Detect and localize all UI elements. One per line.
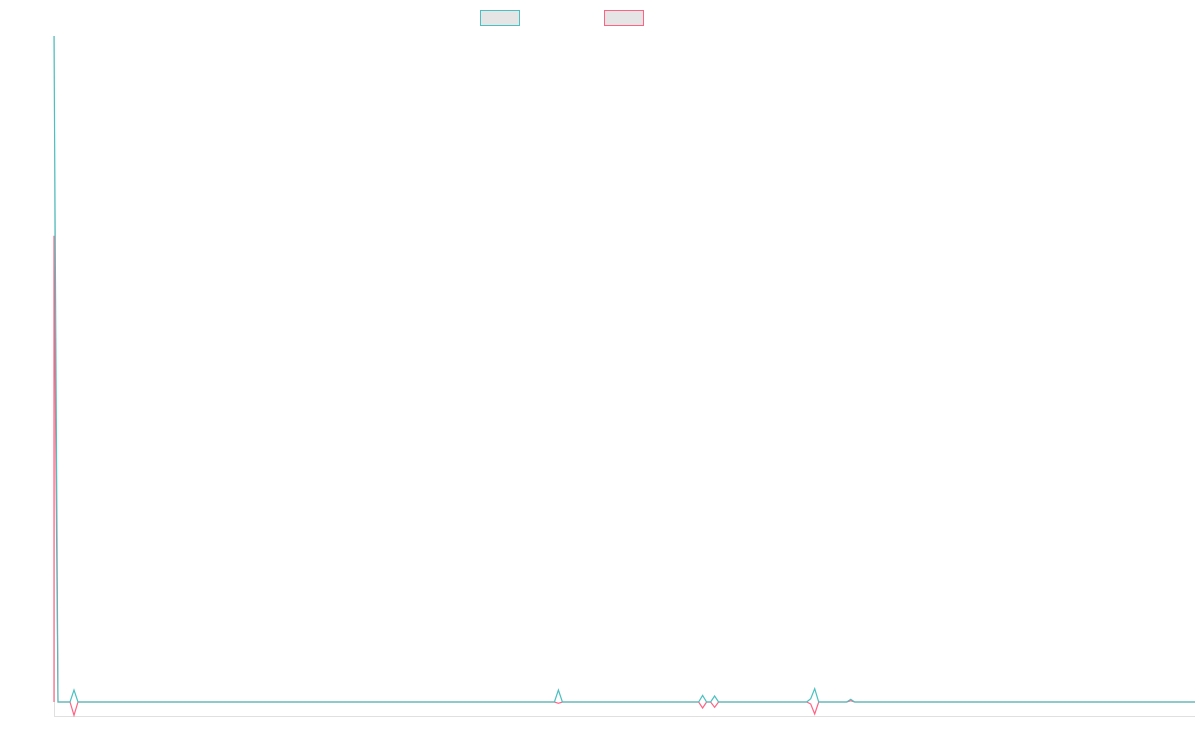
series-line-2 <box>53 235 1195 718</box>
series-layer <box>53 35 1195 718</box>
series-line-1 <box>53 35 1195 703</box>
legend-item-series-2[interactable] <box>604 10 644 26</box>
legend-item-series-1[interactable] <box>480 10 520 26</box>
